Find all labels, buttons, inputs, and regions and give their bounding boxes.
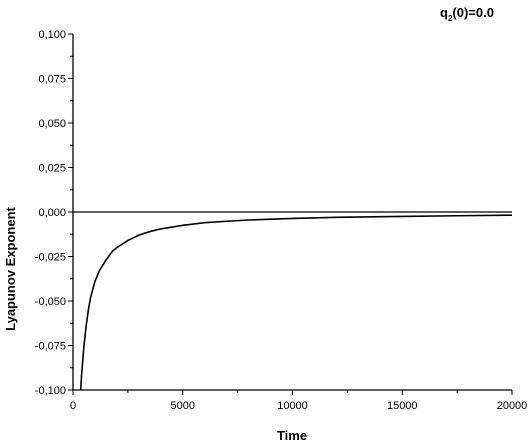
y-tick-label: 0,050 [38, 118, 66, 130]
y-tick-label: 0,100 [38, 29, 66, 41]
x-tick-label: 20000 [497, 400, 528, 412]
x-tick-label: 0 [70, 400, 76, 412]
x-axis-title: Time [277, 428, 307, 443]
x-tick-label: 5000 [171, 400, 195, 412]
annotation-rest: (0)=0.0 [452, 5, 494, 20]
annotation-subscript: 2 [448, 14, 453, 23]
x-tick-label: 15000 [387, 400, 418, 412]
x-tick-label: 10000 [277, 400, 308, 412]
annotation-base: q [440, 5, 448, 20]
chart-annotation: q2(0)=0.0 [440, 5, 494, 23]
y-axis-ticks: 0,100 0,075 0,050 0,025 0,000 -0,025 -0,050 -0,… [35, 29, 73, 397]
y-tick-label: -0,100 [35, 385, 66, 397]
y-tick-label: 0,075 [38, 74, 66, 86]
y-tick-label: -0,025 [35, 252, 66, 264]
y-tick-label: 0,000 [38, 207, 66, 219]
series-line-lyapunov [79, 214, 513, 391]
y-tick-label: 0,025 [38, 163, 66, 175]
plot-area [72, 34, 513, 391]
y-tick-label: -0,075 [35, 341, 66, 353]
y-tick-label: -0,050 [35, 296, 66, 308]
y-axis-title: Lyapunov Exponent [3, 206, 18, 330]
x-axis-ticks: 0 5000 10000 15000 20000 [70, 390, 527, 412]
